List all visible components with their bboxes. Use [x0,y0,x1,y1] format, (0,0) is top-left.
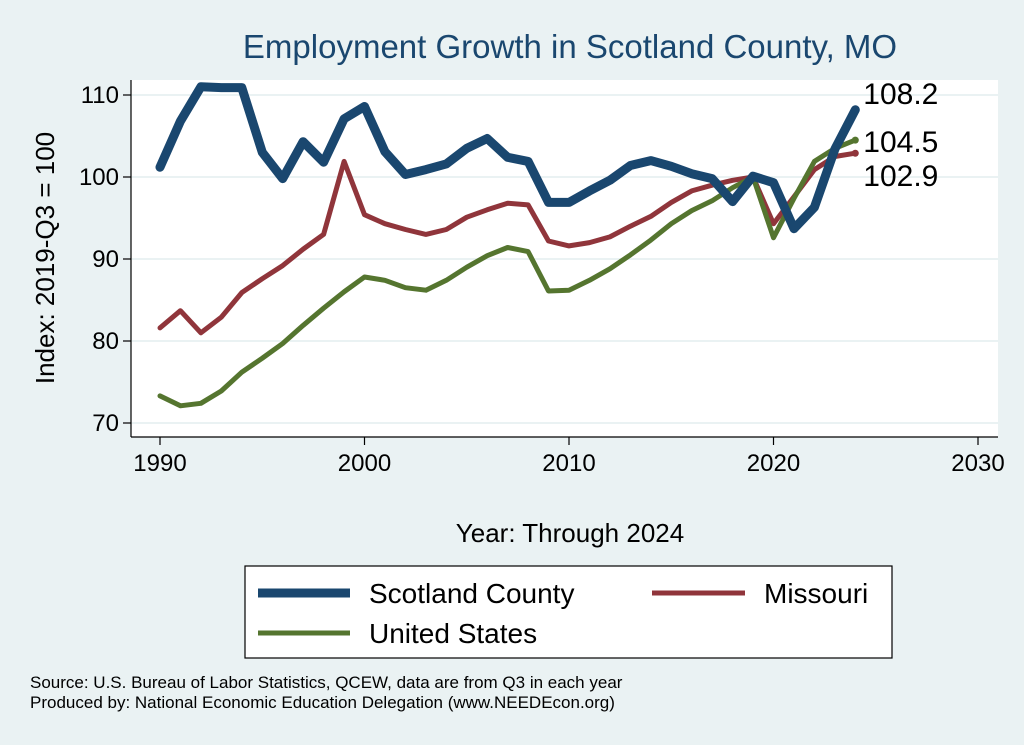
series-line-united-states [157,137,858,409]
legend-label-missouri: Missouri [764,578,868,609]
x-tick-label-2020: 2020 [747,450,800,477]
legend-items: Scotland County Missouri United States [258,578,868,649]
chart-title: Employment Growth in Scotland County, MO [243,28,897,65]
x-axis-ticks: 1990 2000 2010 2020 2030 [133,437,1005,477]
x-tick-label-2010: 2010 [542,450,595,477]
end-label-missouri: 102.9 [863,160,938,193]
legend-label-scotland-county: Scotland County [369,578,574,609]
series-lines [155,82,860,409]
end-label-scotland-county: 108.2 [863,78,938,111]
y-tick-label-100: 100 [79,164,119,191]
x-tick-label-1990: 1990 [133,450,186,477]
x-axis-label: Year: Through 2024 [456,518,684,548]
end-marker-scotland-county [851,106,859,114]
y-axis-label: Index: 2019-Q3 = 100 [30,132,60,384]
legend: Scotland County Missouri United States [244,565,893,659]
series-line-missouri [157,150,858,336]
y-tick-label-70: 70 [92,410,119,437]
x-tick-label-2000: 2000 [338,450,391,477]
series-line-scotland-county [155,82,860,234]
legend-label-united-states: United States [369,618,537,649]
source-line-1: Source: U.S. Bureau of Labor Statistics,… [30,673,623,692]
end-marker-missouri [851,149,859,157]
y-tick-label-80: 80 [92,328,119,355]
source-line-2: Produced by: National Economic Education… [30,693,615,712]
legend-box [244,565,893,659]
y-tick-label-90: 90 [92,246,119,273]
x-tick-label-2030: 2030 [951,450,1004,477]
y-tick-label-110: 110 [81,82,119,109]
gridlines [131,94,998,424]
y-axis-ticks: 70 80 90 100 110 [79,82,131,437]
end-marker-united-states [851,136,859,144]
end-label-united-states: 104.5 [863,126,938,159]
